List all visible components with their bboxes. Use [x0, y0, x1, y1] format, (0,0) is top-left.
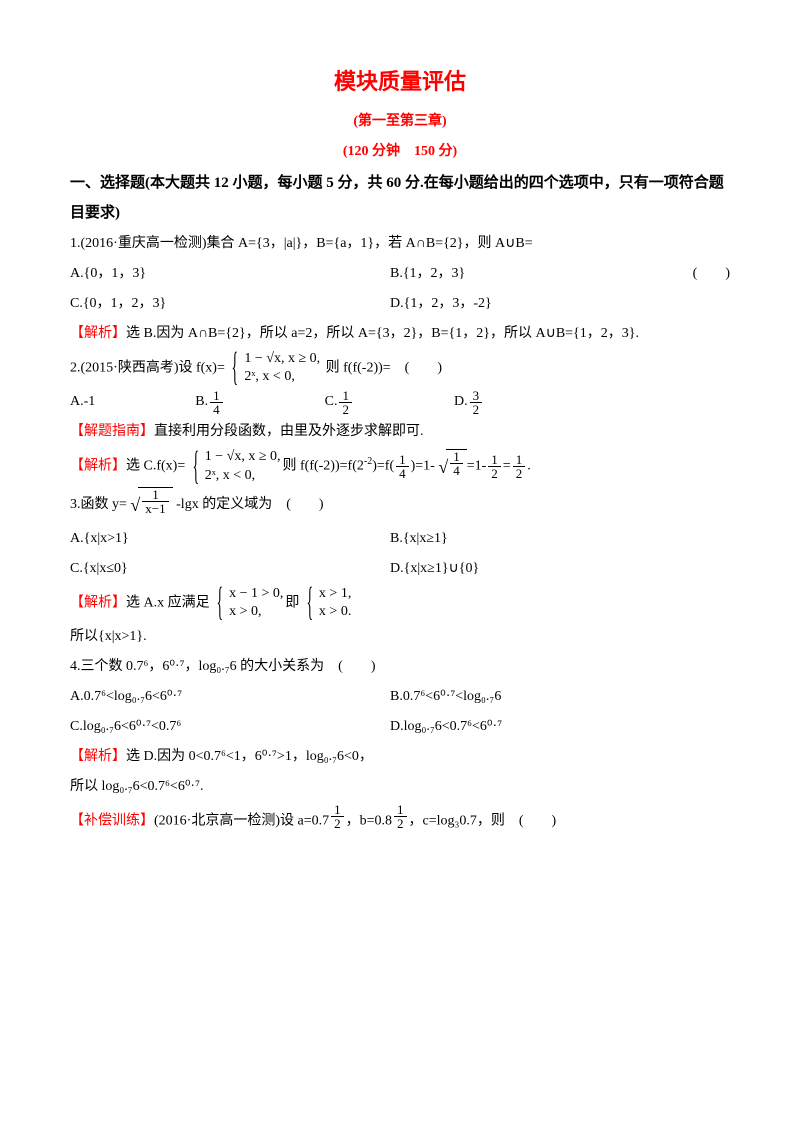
- q1-stem: 1.(2016·重庆高一检测)集合 A={3，|a|}，B={a，1}，若 A∩…: [70, 230, 730, 258]
- q4-options-row2: C.log₀.₇6<6⁰·⁷<0.7⁶ D.log₀.₇6<0.7⁶<6⁰·⁷: [70, 713, 730, 741]
- q1-opt-b: B.{1，2，3}: [390, 260, 465, 288]
- q2-opt-c: C.12: [325, 388, 354, 416]
- q4-opt-d: D.log₀.₇6<0.7⁶<6⁰·⁷: [390, 713, 502, 741]
- q1-opt-a: A.{0，1，3}: [70, 260, 350, 288]
- q4-stem: 4.三个数 0.7⁶，6⁰·⁷，log₀.₇6 的大小关系为 ( ): [70, 653, 730, 681]
- q2-options: A.-1 B.14 C.12 D.32: [70, 388, 730, 416]
- q1-options-row2: C.{0，1，2，3} D.{1，2，3，-2}: [70, 290, 730, 318]
- q2-opt-b: B.14: [195, 388, 224, 416]
- q1-opt-d: D.{1，2，3，-2}: [390, 290, 492, 318]
- q1-answer-label: 【解析】: [70, 326, 126, 341]
- q4-opt-c: C.log₀.₇6<6⁰·⁷<0.7⁶: [70, 713, 350, 741]
- q3-answer: 【解析】选 A.x 应满足 x − 1 > 0, x > 0, 即 x > 1,…: [70, 585, 730, 621]
- q2-piecewise: 1 − √x, x ≥ 0, 2ˣ, x < 0,: [230, 350, 320, 386]
- q1-paren: ( ): [693, 260, 730, 288]
- q3-opt-a: A.{x|x>1}: [70, 525, 350, 553]
- section-1-heading: 一、选择题(本大题共 12 小题，每小题 5 分，共 60 分.在每小题给出的四…: [70, 168, 730, 228]
- q1-answer: 【解析】选 B.因为 A∩B={2}，所以 a=2，所以 A={3，2}，B={…: [70, 320, 730, 348]
- q4-answer: 【解析】选 D.因为 0<0.7⁶<1，6⁰·⁷>1，log₀.₇6<0，: [70, 743, 730, 771]
- q4-opt-a: A.0.7⁶<log₀.₇6<6⁰·⁷: [70, 683, 350, 711]
- q3-options-row1: A.{x|x>1} B.{x|x≥1}: [70, 525, 730, 553]
- q4-opt-b: B.0.7⁶<6⁰·⁷<log₀.₇6: [390, 683, 501, 711]
- q3-opt-b: B.{x|x≥1}: [390, 525, 448, 553]
- q3-opt-d: D.{x|x≥1}∪{0}: [390, 555, 479, 583]
- q3-options-row2: C.{x|x≤0} D.{x|x≥1}∪{0}: [70, 555, 730, 583]
- q3-answer-2: 所以{x|x>1}.: [70, 623, 730, 651]
- q1-opt-c: C.{0，1，2，3}: [70, 290, 350, 318]
- q2-stem: 2.(2015·陕西高考)设 f(x)= 1 − √x, x ≥ 0, 2ˣ, …: [70, 350, 730, 386]
- q4-answer-2: 所以 log₀.₇6<0.7⁶<6⁰·⁷.: [70, 773, 730, 801]
- page-subtitle-1: (第一至第三章): [70, 108, 730, 136]
- q3-stem: 3.函数 y= √1x−1 -lgx 的定义域为 ( ): [70, 487, 730, 523]
- q4-options-row1: A.0.7⁶<log₀.₇6<6⁰·⁷ B.0.7⁶<6⁰·⁷<log₀.₇6: [70, 683, 730, 711]
- q2-answer: 【解析】选 C.f(x)= 1 − √x, x ≥ 0, 2ˣ, x < 0, …: [70, 448, 730, 484]
- page-subtitle-2: (120 分钟 150 分): [70, 138, 730, 166]
- page-title: 模块质量评估: [70, 60, 730, 104]
- supplement: 【补偿训练】(2016·北京高一检测)设 a=0.712，b=0.812，c=l…: [70, 803, 730, 835]
- q2-hint: 【解题指南】直接利用分段函数，由里及外逐步求解即可.: [70, 418, 730, 446]
- q1-options-row1: A.{0，1，3} B.{1，2，3}: [70, 260, 693, 288]
- q2-opt-a: A.-1: [70, 388, 95, 416]
- q2-piecewise-2: 1 − √x, x ≥ 0, 2ˣ, x < 0,: [191, 448, 281, 484]
- q2-opt-d: D.32: [454, 388, 484, 416]
